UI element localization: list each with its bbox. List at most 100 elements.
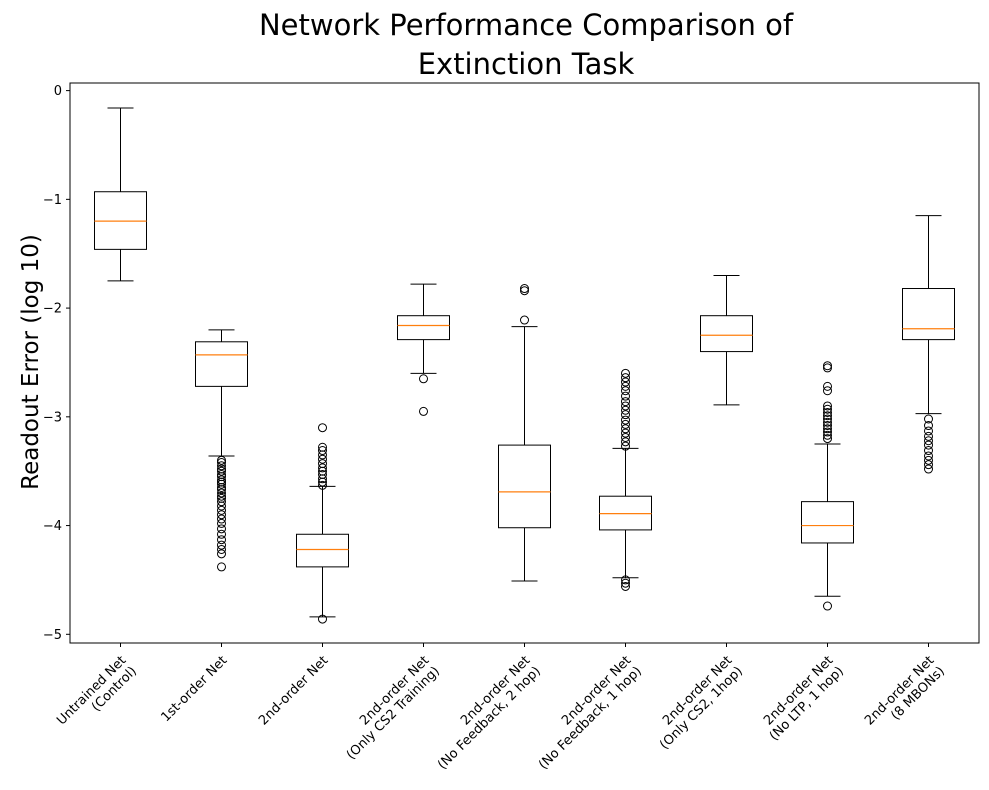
y-axis-ticks: 0 −1 −2 −3 −4 −5 (43, 84, 70, 643)
flier-point (217, 483, 226, 493)
flier-point (419, 374, 428, 384)
flier-point (823, 386, 832, 396)
y-tick-label: −4 (43, 519, 62, 534)
flier-point (823, 430, 832, 440)
flier-point (621, 415, 630, 425)
flier-point (621, 424, 630, 434)
flier-point (217, 562, 226, 572)
flier-point (217, 501, 226, 511)
x-tick-label: 1st-order Net (158, 653, 230, 725)
flier-point (621, 381, 630, 391)
flier-point (823, 363, 832, 373)
flier-point (217, 457, 226, 467)
flier-point (621, 373, 630, 383)
x-tick-label-line-2: (Only CS2 Training) (344, 664, 443, 763)
box (296, 533, 349, 568)
flier-point (823, 407, 832, 417)
box-plot-2 (195, 329, 248, 572)
flier-point (217, 529, 226, 539)
box-plot-3 (296, 423, 349, 624)
flier-point (823, 601, 832, 611)
flier-point (217, 488, 226, 498)
box (700, 315, 753, 353)
flier-point (621, 441, 630, 451)
x-tick-label: 2nd-order Net(No Feedback, 1 hop) (525, 653, 644, 772)
flier-point (621, 405, 630, 415)
box-plot-4 (397, 283, 450, 416)
chart-title-line-1: Network Performance Comparison of (259, 8, 794, 42)
flier-point (217, 510, 226, 520)
flier-point (318, 446, 327, 456)
flier-point (621, 386, 630, 396)
flier-point (217, 518, 226, 528)
box-plot-5 (498, 284, 551, 582)
box-plot-6 (599, 368, 652, 591)
flier-point (621, 575, 630, 585)
flier-point (621, 428, 630, 438)
flier-point (217, 466, 226, 476)
flier-point (621, 368, 630, 378)
y-tick-label: −3 (43, 410, 62, 425)
flier-point (520, 286, 529, 296)
box (195, 341, 248, 387)
flier-point (823, 417, 832, 427)
flier-point (924, 431, 933, 441)
flier-point (924, 436, 933, 446)
y-axis-label: Readout Error (log 10) (18, 234, 44, 490)
flier-point (621, 581, 630, 591)
box (902, 288, 955, 341)
flier-point (318, 463, 327, 473)
x-tick-label-line-1: 1st-order Net (158, 653, 230, 725)
flier-point (520, 284, 529, 294)
flier-point (217, 535, 226, 545)
flier-point (217, 479, 226, 489)
flier-point (318, 450, 327, 460)
x-tick-label-line-2: (No Feedback, 2 hop) (435, 664, 544, 773)
flier-point (924, 446, 933, 456)
x-tick-label: 2nd-order Net(No Feedback, 2 hop) (424, 653, 543, 772)
flier-point (217, 461, 226, 471)
flier-point (217, 491, 226, 501)
flier-point (924, 440, 933, 450)
flier-point (318, 474, 327, 484)
flier-point (217, 455, 226, 465)
box-plot-8 (801, 361, 854, 611)
flier-point (924, 451, 933, 461)
flier-point (823, 424, 832, 434)
x-tick-label: 2nd-order Net(Only CS2 Training) (333, 653, 443, 763)
flier-point (621, 377, 630, 387)
flier-point (823, 434, 832, 444)
flier-point (823, 414, 832, 424)
flier-point (318, 423, 327, 433)
flier-point (621, 410, 630, 420)
flier-point (621, 437, 630, 447)
flier-point (924, 426, 933, 436)
flier-point (621, 401, 630, 411)
flier-point (823, 411, 832, 421)
flier-point (621, 578, 630, 588)
flier-point (318, 480, 327, 490)
flier-point (823, 381, 832, 391)
box (397, 315, 450, 341)
flier-point (823, 421, 832, 431)
flier-point (217, 524, 226, 534)
box (801, 501, 854, 544)
box-plot-9 (902, 215, 955, 474)
flier-point (823, 361, 832, 371)
x-tick-label: Untrained Net(Control) (54, 653, 140, 739)
box-plot-7 (700, 274, 753, 406)
x-tick-label-line-2: (No Feedback, 1 hop) (536, 664, 645, 773)
box (498, 444, 551, 529)
y-tick-label: 0 (54, 84, 62, 99)
plot-marks (94, 107, 955, 624)
flier-point (520, 315, 529, 325)
flier-point (217, 497, 226, 507)
x-tick-label: 2nd-order Net(8 MBONs) (862, 653, 948, 739)
y-tick-label: −5 (43, 628, 62, 643)
flier-point (318, 454, 327, 464)
flier-point (217, 505, 226, 515)
flier-point (924, 421, 933, 431)
flier-point (621, 419, 630, 429)
x-tick-label-line-1: 2nd-order Net (256, 653, 331, 728)
